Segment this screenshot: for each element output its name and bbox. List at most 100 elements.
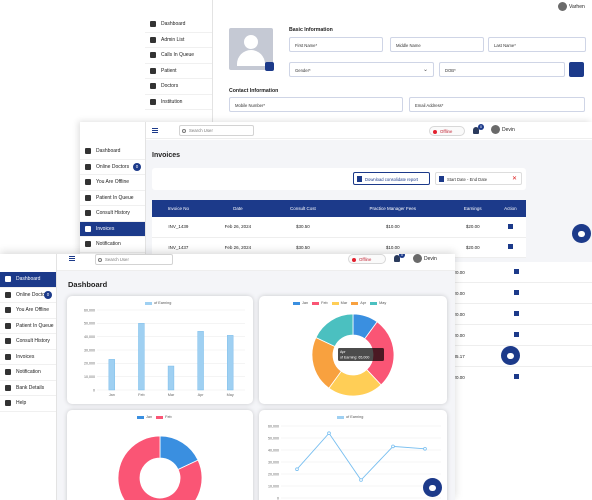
camera-icon[interactable] — [265, 62, 274, 71]
menu-icon[interactable] — [152, 128, 158, 133]
download-icon[interactable] — [514, 269, 519, 274]
sidebar-item-invoices[interactable]: Invoices — [80, 221, 145, 237]
dashboard-status-toggle[interactable]: Offline — [348, 254, 386, 264]
sidebar-item-consult-history[interactable]: Consult History — [80, 206, 145, 222]
sidebar-item-doctors[interactable]: Doctors — [145, 79, 212, 95]
download-icon[interactable] — [514, 311, 519, 316]
sidebar-item-patient[interactable]: Patient — [145, 64, 212, 79]
menu-icon[interactable] — [69, 256, 75, 261]
sidebar-item-label: Online Doctors — [96, 163, 130, 170]
status-toggle[interactable]: Offline — [429, 126, 465, 136]
table-cell: INV_1437 — [168, 244, 189, 250]
middle-name-field[interactable]: Middle Name — [390, 37, 484, 52]
donut-chart-2 — [117, 435, 203, 500]
table-cell — [495, 237, 526, 257]
bar-chart-legend: of Earning — [141, 301, 171, 305]
first-name-field[interactable]: First Name* — [289, 37, 383, 52]
y-tick-label: 30,000 — [268, 460, 279, 464]
donut-chart-card: Jan Feb Mar Apr May Apr of Earning: 65,000 — [259, 296, 447, 404]
sidebar-item-label: Admin List — [161, 36, 185, 43]
invoice-filter-bar: Download consolidate report Start Date -… — [152, 168, 526, 190]
sidebar-item-consult-history[interactable]: Consult History — [0, 334, 56, 350]
line-chart-card: of Earning 60,000 50,000 40,000 30,000 20,00… — [259, 410, 447, 500]
sidebar-item-label: Invoices — [96, 225, 115, 232]
last-name-field[interactable]: Last Name* — [488, 37, 586, 52]
dashboard-content: Dashboard of Earning 60,000 50,000 40,000 3… — [57, 271, 455, 500]
sidebar-item-online-doctors[interactable]: Online Doctors 0 — [80, 160, 145, 175]
invoices-user-menu[interactable]: Devin — [491, 125, 515, 134]
profile-avatar-upload[interactable] — [229, 28, 274, 71]
sidebar-item-institution[interactable]: Institution — [145, 95, 212, 110]
sidebar-item-dashboard[interactable]: Dashboard — [145, 17, 212, 33]
sidebar-item-you-are-offline[interactable]: You Are Offline — [0, 303, 56, 319]
date-range-field[interactable]: Start Date - End Date ✕ — [435, 172, 522, 185]
dob-field[interactable]: DOB* — [439, 62, 565, 77]
earnings-cell: $20.00 — [451, 291, 465, 296]
search-icon — [182, 128, 186, 133]
sidebar-item-invoices[interactable]: Invoices — [0, 350, 56, 365]
sidebar-item-you-are-offline[interactable]: You Are Offline — [80, 175, 145, 191]
legend-label: Jan — [146, 415, 153, 419]
sidebar-item-help[interactable]: Help — [0, 396, 56, 412]
earnings-cell: $20.00 — [451, 312, 465, 317]
chart-tooltip: Apr of Earning: 65,000 — [338, 348, 384, 361]
download-icon[interactable] — [507, 244, 513, 249]
sidebar-item-patient-in-queue[interactable]: Patient In Queue — [0, 319, 56, 334]
data-point — [327, 431, 331, 436]
earnings-cell: $20.00 — [451, 333, 465, 338]
earnings-cell: $35.17 — [451, 354, 465, 359]
notification-icon — [5, 369, 11, 375]
sidebar-item-online-doctors[interactable]: Online Doctors 0 — [0, 288, 56, 303]
chat-button[interactable] — [572, 224, 591, 243]
basic-info-heading: Basic Information — [289, 27, 333, 33]
sidebar-item-calls-in-queue[interactable]: Calls In Queue — [145, 48, 212, 64]
bar — [227, 335, 234, 391]
calendar-icon[interactable] — [569, 62, 584, 77]
data-point — [423, 446, 427, 451]
consult-history-icon — [85, 210, 91, 216]
download-icon[interactable] — [507, 223, 513, 229]
donut-chart-2-card: Jan Feb — [67, 410, 253, 500]
sidebar-item-dashboard[interactable]: Dashboard — [80, 144, 145, 160]
download-icon[interactable] — [514, 374, 519, 379]
profile-user-name: Varhen — [569, 3, 585, 10]
sidebar-item-label: Institution — [161, 98, 183, 105]
gender-select[interactable]: Gender* ⌄ — [289, 62, 434, 77]
sidebar-item-dashboard[interactable]: Dashboard — [0, 272, 56, 288]
email-field[interactable]: Email Address* — [409, 97, 585, 112]
chat-button-invoices[interactable] — [501, 346, 520, 365]
sidebar-item-notification[interactable]: Notification — [80, 237, 145, 253]
invoices-title: Invoices — [152, 152, 181, 159]
sidebar-item-label: Online Doctors — [16, 291, 50, 298]
y-tick-label: 60,000 — [268, 424, 279, 428]
profile-user-menu[interactable]: Varhen — [558, 2, 585, 11]
chat-button-dashboard[interactable] — [423, 478, 442, 497]
y-tick-label: 50,000 — [84, 322, 95, 326]
column-header: Action — [504, 206, 517, 211]
consult-history-icon — [5, 338, 11, 344]
invoices-sidebar: Dashboard Online Doctors 0 You Are Offline P… — [80, 122, 146, 262]
legend-swatch — [156, 415, 164, 419]
sidebar-item-patient-in-queue[interactable]: Patient In Queue — [80, 191, 145, 206]
download-icon[interactable] — [514, 332, 519, 337]
donut-slice — [117, 435, 203, 500]
bell-icon[interactable] — [473, 127, 479, 134]
search-input[interactable]: Search User — [179, 125, 254, 136]
bell-icon[interactable] — [394, 255, 400, 262]
mobile-number-field[interactable]: Mobile Number* — [229, 97, 403, 112]
offline-dot-icon — [352, 257, 356, 262]
sidebar-item-bank-details[interactable]: Bank Details — [0, 381, 56, 396]
sidebar-item-admin-list[interactable]: Admin List — [145, 33, 212, 48]
download-report-button[interactable]: Download consolidate report — [353, 172, 430, 185]
y-tick-label: 40,000 — [84, 335, 95, 339]
table-cell: $10.00 — [385, 244, 400, 250]
table-row: $20.00 — [451, 304, 592, 325]
clear-date-icon[interactable]: ✕ — [511, 176, 517, 182]
dashboard-search-input[interactable]: Search User — [95, 254, 173, 265]
download-icon[interactable] — [514, 290, 519, 295]
chevron-down-icon: ⌄ — [422, 67, 428, 73]
dashboard-user-menu[interactable]: Devin — [413, 254, 437, 263]
sidebar-item-notification[interactable]: Notification — [0, 365, 56, 381]
line-legend-label: of Earning — [346, 415, 364, 419]
table-row: $20.00 — [451, 325, 592, 346]
